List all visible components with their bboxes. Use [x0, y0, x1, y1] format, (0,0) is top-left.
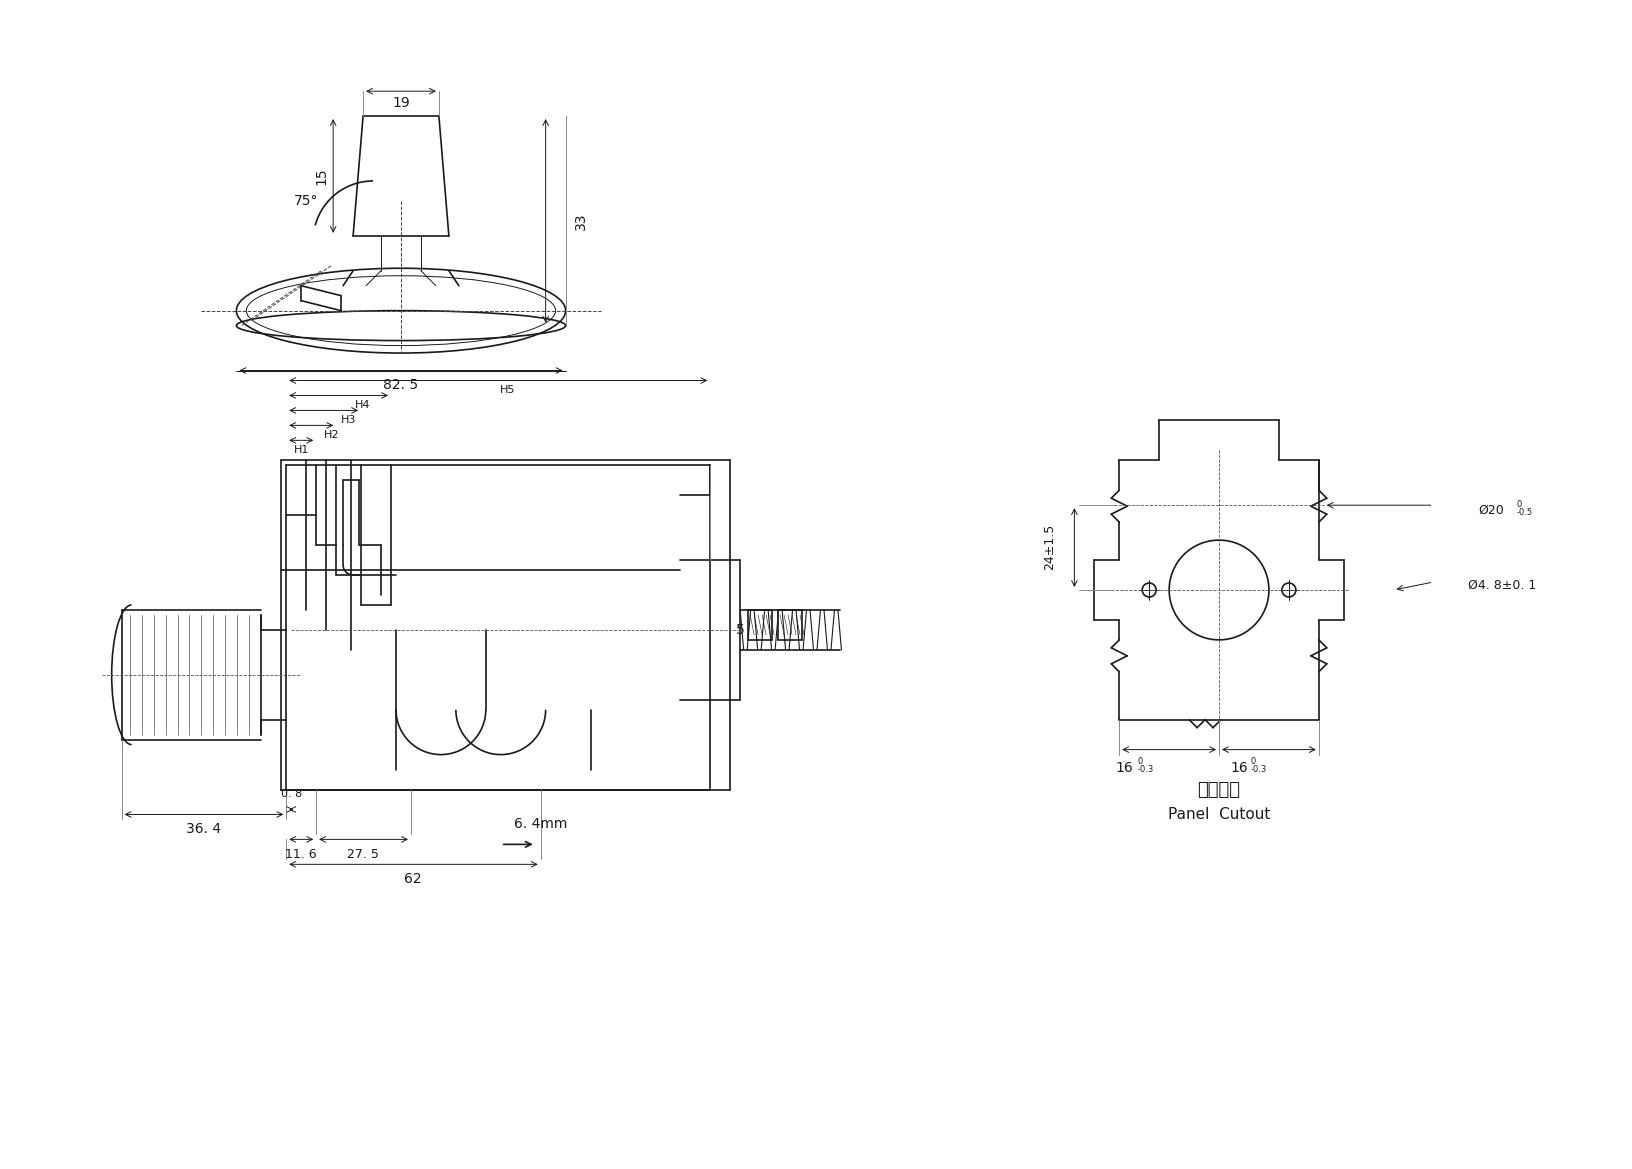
- Text: 0: 0: [1136, 756, 1142, 766]
- Text: 5: 5: [736, 623, 744, 637]
- Text: 0: 0: [1250, 756, 1255, 766]
- Text: -0.5: -0.5: [1516, 509, 1531, 517]
- Text: 62: 62: [403, 872, 421, 886]
- Text: 82. 5: 82. 5: [384, 379, 418, 393]
- Bar: [777, 610, 801, 639]
- Text: Panel  Cutout: Panel Cutout: [1167, 807, 1270, 822]
- Text: 27. 5: 27. 5: [348, 848, 379, 860]
- Text: 0. 8: 0. 8: [281, 789, 302, 800]
- Text: H5: H5: [499, 386, 516, 395]
- Bar: [747, 610, 772, 639]
- Text: H3: H3: [339, 415, 356, 426]
- Text: 24±1.5: 24±1.5: [1043, 524, 1056, 570]
- Text: 16: 16: [1115, 761, 1133, 775]
- Text: -0.3: -0.3: [1250, 765, 1266, 774]
- Text: 36. 4: 36. 4: [186, 823, 220, 836]
- Text: Ø4. 8±0. 1: Ø4. 8±0. 1: [1467, 579, 1536, 592]
- Text: 6. 4mm: 6. 4mm: [514, 817, 566, 831]
- Text: -0.3: -0.3: [1136, 765, 1152, 774]
- Text: 16: 16: [1229, 761, 1247, 775]
- Text: 19: 19: [392, 96, 410, 110]
- Text: 33: 33: [573, 212, 588, 229]
- Text: 0: 0: [1516, 500, 1521, 510]
- Text: Ø20: Ø20: [1477, 504, 1503, 517]
- Text: H4: H4: [356, 401, 370, 410]
- Text: 11. 6: 11. 6: [286, 848, 317, 860]
- Text: 开孔尺寸: 开孔尺寸: [1196, 781, 1240, 798]
- Text: 15: 15: [313, 167, 328, 185]
- Text: H1: H1: [294, 445, 308, 455]
- Text: H2: H2: [323, 430, 339, 441]
- Text: 75°: 75°: [294, 194, 318, 208]
